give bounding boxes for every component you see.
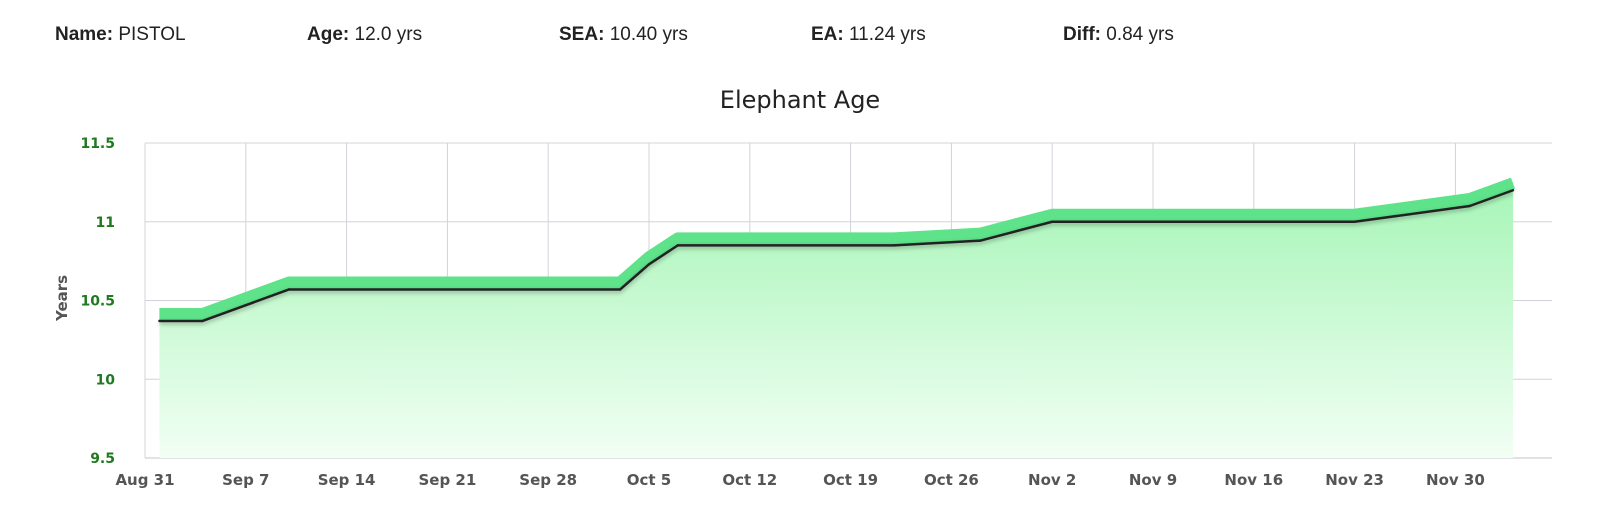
y-axis-ticks: 9.5 10 10.5 11 11.5 [80,136,115,467]
chart-title: Elephant Age [720,86,880,114]
data-point [979,239,982,242]
name-value: PISTOL [118,24,186,45]
diff-label: Diff: [1063,24,1101,45]
diff-stat: Diff: 0.84 yrs [1063,24,1174,46]
data-point [287,288,291,291]
age-stat: Age: 12.0 yrs [307,24,422,46]
x-tick-label: Nov 23 [1325,471,1384,489]
sea-stat: SEA: 10.40 yrs [559,24,688,46]
sea-label: SEA: [559,24,605,45]
data-point [1511,189,1515,192]
plot-area [158,177,1516,458]
x-tick-label: Nov 9 [1129,471,1177,489]
x-tick-label: Oct 19 [823,471,878,489]
y-tick-label: 11.5 [80,136,115,152]
data-point [647,263,651,266]
data-point [1051,220,1054,223]
data-point [201,319,204,323]
x-tick-label: Nov 30 [1426,471,1485,489]
name-label: Name: [55,24,114,45]
elephant-age-chart: Elephant Age 9.5 10 10.5 11 11.5 Aug 31 Sep 7… [53,86,1552,489]
name-stat: Name: PISTOL [55,24,186,46]
diff-value: 0.84 yrs [1106,24,1174,45]
x-tick-label: Oct 26 [924,471,979,489]
x-tick-label: Sep 28 [519,471,577,489]
x-tick-label: Sep 14 [318,471,376,489]
data-point [158,319,161,323]
x-tick-label: Nov 16 [1224,471,1283,489]
y-tick-label: 10.5 [80,294,115,310]
ea-value: 11.24 yrs [849,24,926,45]
x-tick-label: Sep 21 [418,471,476,489]
data-point [1353,220,1356,223]
series-line [159,189,1514,323]
x-tick-label: Nov 2 [1028,471,1076,489]
data-point [619,288,622,291]
x-axis-ticks: Aug 31 Sep 7 Sep 14 Sep 21 Sep 28 Oct 5 Oct 12… [115,471,1484,489]
age-label: Age: [307,24,350,45]
x-tick-label: Aug 31 [115,471,174,489]
y-tick-label: 11 [96,215,115,231]
x-tick-label: Oct 12 [722,471,777,489]
highlight-band [159,177,1516,320]
data-point [892,244,895,247]
ea-label: EA: [811,24,844,45]
y-axis-label: Years [53,275,71,322]
area-fill [159,190,1513,458]
y-tick-label: 10 [96,372,116,388]
age-value: 12.0 yrs [354,24,423,45]
y-tick-label: 9.5 [90,451,115,467]
x-tick-label: Sep 7 [222,471,269,489]
data-point [1468,204,1472,208]
sea-value: 10.40 yrs [609,24,688,45]
data-point [676,244,679,247]
elephant-summary: Name: PISTOL Age: 12.0 yrs SEA: 10.40 yr… [55,24,1555,52]
ea-stat: EA: 11.24 yrs [811,24,926,46]
x-tick-label: Oct 5 [627,471,671,489]
